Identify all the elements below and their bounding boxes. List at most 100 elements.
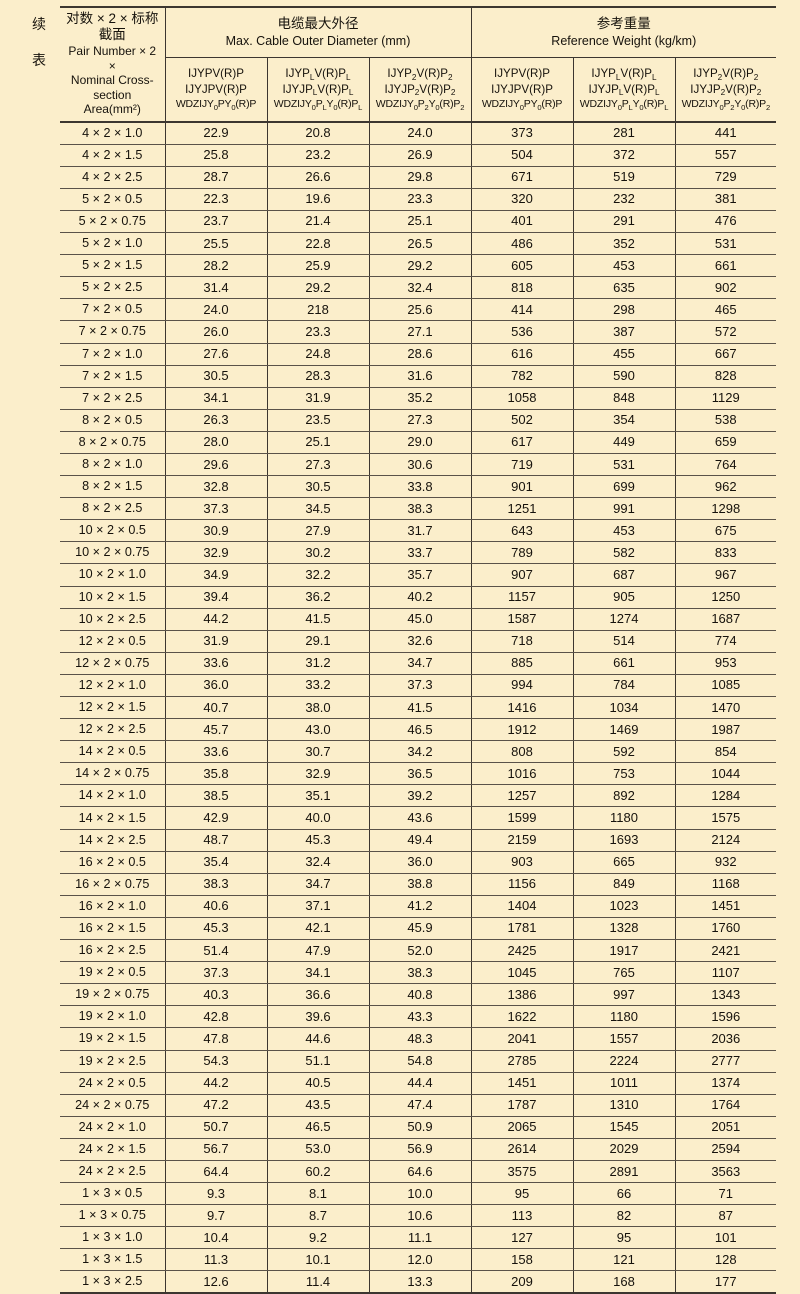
cell-w1: 818 xyxy=(471,276,574,300)
cell-w1: 1787 xyxy=(471,1094,574,1117)
cell-d2: 33.2 xyxy=(267,674,370,698)
cell-spec: 24 × 2 × 1.5 xyxy=(60,1138,166,1161)
table-row: 4 × 2 × 2.5 28.7 26.6 29.8 671 519 729 xyxy=(60,166,777,189)
cell-d3: 23.3 xyxy=(369,188,472,211)
cell-d3: 41.5 xyxy=(369,696,472,720)
header-group-reference-weight: 参考重量 Reference Weight (kg/km) xyxy=(471,5,777,58)
header-group-outer-diameter-cn: 电缆最大外径 xyxy=(277,16,359,32)
cell-d3: 24.0 xyxy=(369,122,472,145)
table-row: 16 × 2 × 0.5 35.4 32.4 36.0 903 665 932 xyxy=(60,851,777,874)
cell-w2: 82 xyxy=(573,1204,676,1228)
continued-mark-line-1: 续 xyxy=(32,16,46,32)
cell-w2: 991 xyxy=(573,497,676,521)
cell-w3: 1284 xyxy=(675,784,777,808)
header-group-row: 对数 × 2 × 标称 截面 Pair Number × 2 × Nominal… xyxy=(60,5,777,124)
cell-d3: 38.8 xyxy=(369,873,472,896)
cell-spec: 1 × 3 × 0.5 xyxy=(60,1182,166,1206)
cell-d2: 38.0 xyxy=(267,696,370,720)
table-row: 10 × 2 × 1.5 39.4 36.2 40.2 1157 905 1250 xyxy=(60,586,777,609)
cell-w2: 372 xyxy=(573,144,676,167)
cell-d2: 51.1 xyxy=(267,1050,370,1073)
cell-d3: 35.2 xyxy=(369,387,472,410)
cell-w3: 2594 xyxy=(675,1138,777,1161)
cell-spec: 16 × 2 × 1.0 xyxy=(60,895,166,918)
table-row: 24 × 2 × 0.5 44.2 40.5 44.4 1451 1011 1374 xyxy=(60,1072,777,1095)
cell-w1: 901 xyxy=(471,475,574,499)
cell-d2: 10.1 xyxy=(267,1248,370,1272)
cell-d1: 56.7 xyxy=(165,1138,268,1161)
cell-w2: 1180 xyxy=(573,1005,676,1029)
header-code-w2-line2: IJYJPLV(R)PL xyxy=(588,82,660,98)
cell-spec: 1 × 3 × 1.0 xyxy=(60,1226,166,1250)
table-row: 19 × 2 × 1.5 47.8 44.6 48.3 2041 1557 2036 xyxy=(60,1027,777,1051)
cell-w1: 1016 xyxy=(471,762,574,786)
cell-d1: 44.2 xyxy=(165,1072,268,1095)
cell-w3: 557 xyxy=(675,144,777,167)
cell-d2: 41.5 xyxy=(267,608,370,631)
cell-d1: 11.3 xyxy=(165,1248,268,1272)
cell-d1: 38.3 xyxy=(165,873,268,896)
cell-spec: 24 × 2 × 1.0 xyxy=(60,1116,166,1139)
header-code-w1: IJYPV(R)P IJYJPV(R)P WDZIJY0PY0(R)P xyxy=(471,57,574,124)
cell-w3: 1596 xyxy=(675,1005,777,1029)
cell-d1: 26.0 xyxy=(165,320,268,344)
cell-w3: 902 xyxy=(675,276,777,300)
cell-d1: 30.5 xyxy=(165,365,268,388)
cell-d2: 39.6 xyxy=(267,1005,370,1029)
cell-d2: 30.5 xyxy=(267,475,370,499)
header-code-w2-line3: WDZIJY0PLY0(R)PL xyxy=(579,98,669,112)
cell-w1: 1912 xyxy=(471,718,574,742)
cell-d2: 23.2 xyxy=(267,144,370,167)
cell-d1: 37.3 xyxy=(165,497,268,521)
cell-spec: 14 × 2 × 0.75 xyxy=(60,762,166,786)
table-row: 1 × 3 × 1.5 11.3 10.1 12.0 158 121 128 xyxy=(60,1248,777,1272)
header-code-d2-line3: WDZIJY0PLY0(R)PL xyxy=(273,98,363,112)
cell-w2: 453 xyxy=(573,519,676,543)
cell-d3: 40.2 xyxy=(369,586,472,609)
cell-w2: 354 xyxy=(573,409,676,432)
cell-w1: 373 xyxy=(471,122,574,145)
cell-d3: 37.3 xyxy=(369,674,472,698)
cell-w2: 1274 xyxy=(573,608,676,631)
header-code-d1-line3: WDZIJY0PY0(R)P xyxy=(175,98,257,112)
cell-w2: 1011 xyxy=(573,1072,676,1095)
cell-w2: 298 xyxy=(573,298,676,322)
cell-w3: 2051 xyxy=(675,1116,777,1139)
cell-w2: 1693 xyxy=(573,829,676,852)
cell-spec: 4 × 2 × 1.0 xyxy=(60,122,166,145)
cell-d3: 28.6 xyxy=(369,343,472,366)
cell-d2: 53.0 xyxy=(267,1138,370,1161)
cell-w1: 1157 xyxy=(471,586,574,609)
cell-d2: 27.3 xyxy=(267,453,370,477)
cell-d2: 29.1 xyxy=(267,630,370,653)
cell-w3: 833 xyxy=(675,541,777,565)
header-code-d2-line1: IJYPLV(R)PL xyxy=(285,67,351,82)
table-row: 16 × 2 × 2.5 51.4 47.9 52.0 2425 1917 2421 xyxy=(60,939,777,963)
cell-d3: 32.6 xyxy=(369,630,472,653)
cell-d2: 31.9 xyxy=(267,387,370,410)
table-row: 14 × 2 × 1.5 42.9 40.0 43.6 1599 1180 1575 xyxy=(60,806,777,830)
cell-d1: 44.2 xyxy=(165,608,268,631)
cell-w3: 87 xyxy=(675,1204,777,1228)
cell-spec: 12 × 2 × 0.75 xyxy=(60,652,166,675)
cell-d3: 29.0 xyxy=(369,431,472,454)
cell-w3: 1085 xyxy=(675,674,777,698)
cell-w1: 1599 xyxy=(471,806,574,830)
cell-d3: 31.6 xyxy=(369,365,472,388)
cell-d2: 20.8 xyxy=(267,122,370,145)
cell-d2: 40.5 xyxy=(267,1072,370,1095)
cell-d2: 25.9 xyxy=(267,254,370,278)
table-row: 14 × 2 × 2.5 48.7 45.3 49.4 2159 1693 2124 xyxy=(60,829,777,852)
table-row: 12 × 2 × 0.75 33.6 31.2 34.7 885 661 953 xyxy=(60,652,777,675)
table-row: 10 × 2 × 2.5 44.2 41.5 45.0 1587 1274 1687 xyxy=(60,608,777,631)
header-code-d1: IJYPV(R)P IJYJPV(R)P WDZIJY0PY0(R)P xyxy=(165,57,268,124)
table-row: 19 × 2 × 2.5 54.3 51.1 54.8 2785 2224 2777 xyxy=(60,1050,777,1073)
cell-d1: 35.8 xyxy=(165,762,268,786)
cell-w3: 854 xyxy=(675,740,777,764)
table-row: 24 × 2 × 1.0 50.7 46.5 50.9 2065 1545 2051 xyxy=(60,1116,777,1139)
cell-w1: 903 xyxy=(471,851,574,874)
cell-w3: 2036 xyxy=(675,1027,777,1051)
cell-spec: 19 × 2 × 1.5 xyxy=(60,1027,166,1051)
cell-w2: 168 xyxy=(573,1270,676,1294)
cell-d2: 46.5 xyxy=(267,1116,370,1139)
